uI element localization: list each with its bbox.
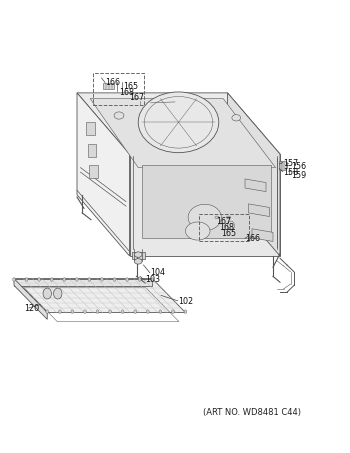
Ellipse shape xyxy=(232,115,241,121)
Circle shape xyxy=(50,278,53,281)
Text: 165: 165 xyxy=(123,82,138,92)
Text: 104: 104 xyxy=(150,268,166,277)
Polygon shape xyxy=(90,98,276,168)
Circle shape xyxy=(58,310,61,313)
Circle shape xyxy=(159,310,162,313)
Ellipse shape xyxy=(226,216,231,219)
Ellipse shape xyxy=(134,259,142,264)
Text: 165: 165 xyxy=(221,229,236,238)
Polygon shape xyxy=(252,229,273,241)
Circle shape xyxy=(113,278,116,281)
Ellipse shape xyxy=(138,92,219,153)
Text: 168: 168 xyxy=(119,88,134,97)
Polygon shape xyxy=(14,279,47,319)
Polygon shape xyxy=(14,279,186,313)
Circle shape xyxy=(146,310,149,313)
Circle shape xyxy=(13,278,15,281)
Text: 158: 158 xyxy=(283,168,298,177)
Bar xyxy=(93,73,144,105)
Text: 166: 166 xyxy=(105,78,120,87)
FancyBboxPatch shape xyxy=(88,144,96,157)
Circle shape xyxy=(109,310,112,313)
Circle shape xyxy=(76,278,78,281)
Text: (ART NO. WD8481 C44): (ART NO. WD8481 C44) xyxy=(203,408,301,417)
Text: 103: 103 xyxy=(145,275,160,284)
Text: 156: 156 xyxy=(292,162,307,171)
Circle shape xyxy=(84,310,86,313)
Ellipse shape xyxy=(215,216,219,219)
Circle shape xyxy=(134,310,136,313)
Polygon shape xyxy=(103,83,114,89)
Polygon shape xyxy=(279,161,286,170)
Text: 167: 167 xyxy=(129,93,144,102)
Circle shape xyxy=(172,310,174,313)
Text: 159: 159 xyxy=(292,171,307,180)
Polygon shape xyxy=(142,165,271,238)
Circle shape xyxy=(71,310,74,313)
Ellipse shape xyxy=(186,222,210,240)
Text: 166: 166 xyxy=(245,234,260,243)
Text: 157: 157 xyxy=(284,159,299,168)
Text: 167: 167 xyxy=(216,217,231,226)
FancyBboxPatch shape xyxy=(86,122,94,135)
Bar xyxy=(199,214,248,241)
Ellipse shape xyxy=(188,204,221,231)
Circle shape xyxy=(43,288,51,299)
Polygon shape xyxy=(77,93,280,154)
Circle shape xyxy=(54,288,62,299)
Circle shape xyxy=(88,278,91,281)
Polygon shape xyxy=(248,204,270,217)
Polygon shape xyxy=(14,279,152,286)
Circle shape xyxy=(100,278,103,281)
Text: 168: 168 xyxy=(219,223,234,232)
Text: 120: 120 xyxy=(25,304,40,313)
Circle shape xyxy=(25,278,28,281)
Circle shape xyxy=(121,310,124,313)
Polygon shape xyxy=(228,93,280,256)
Text: 102: 102 xyxy=(178,297,194,306)
Polygon shape xyxy=(130,154,280,256)
Circle shape xyxy=(126,278,128,281)
Circle shape xyxy=(184,310,187,313)
Ellipse shape xyxy=(114,112,124,119)
Circle shape xyxy=(38,278,41,281)
Polygon shape xyxy=(77,93,130,256)
Circle shape xyxy=(63,278,66,281)
Circle shape xyxy=(46,310,49,313)
Ellipse shape xyxy=(134,252,142,257)
Polygon shape xyxy=(215,217,219,224)
FancyBboxPatch shape xyxy=(89,165,98,178)
Circle shape xyxy=(96,310,99,313)
Circle shape xyxy=(228,221,234,230)
Circle shape xyxy=(138,278,141,281)
Polygon shape xyxy=(245,179,266,192)
Circle shape xyxy=(151,278,154,281)
Polygon shape xyxy=(226,217,231,224)
Polygon shape xyxy=(132,252,145,259)
